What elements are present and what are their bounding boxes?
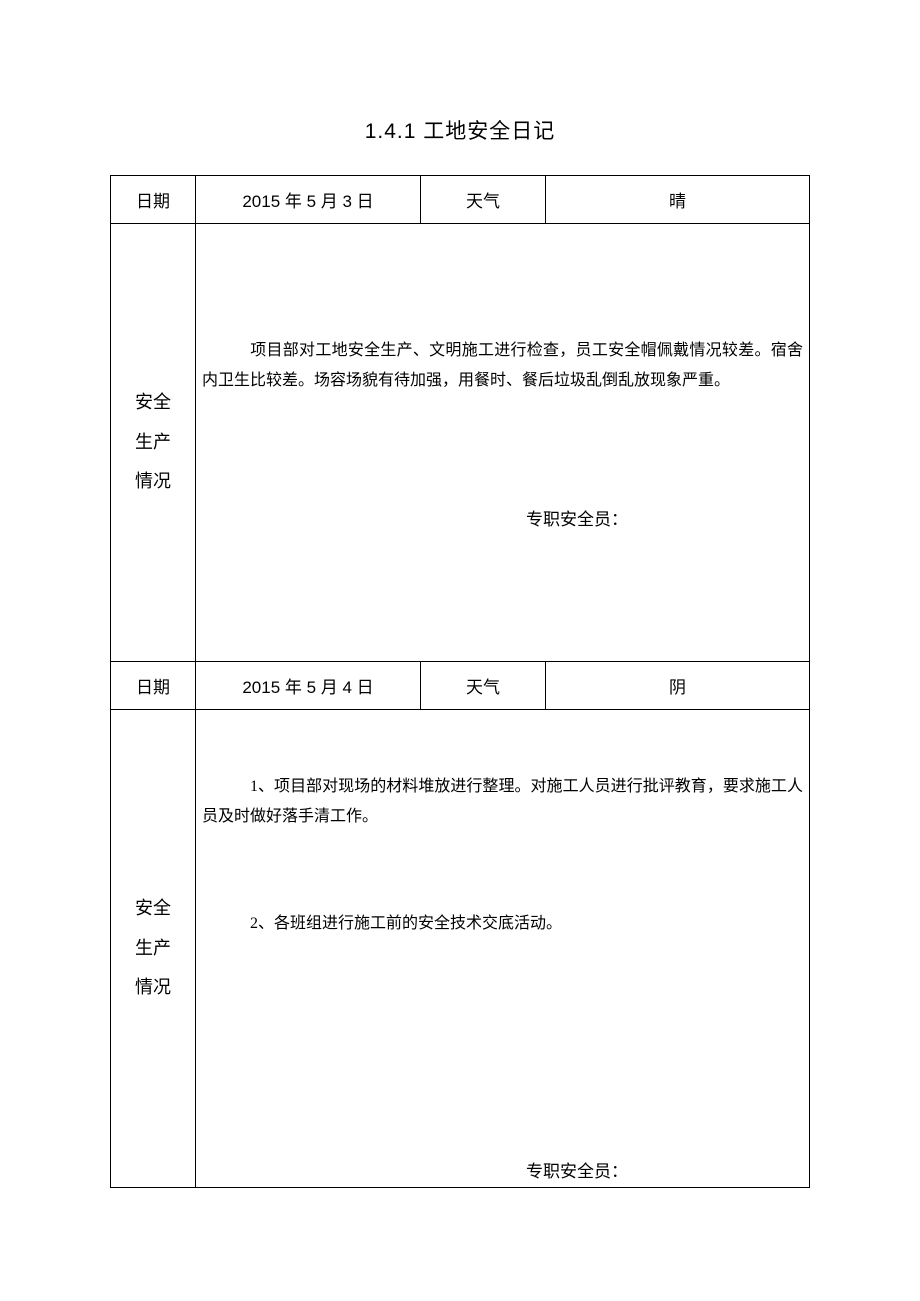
entry2-content-cell: 1、项目部对现场的材料堆放进行整理。对施工人员进行批评教育，要求施工人员及时做好…	[196, 710, 810, 1188]
entry2-signature: 专职安全员：	[196, 1157, 809, 1182]
weather-label: 天气	[421, 662, 546, 710]
date-label: 日期	[111, 176, 196, 224]
entry1-header-row: 日期 2015 年 5 月 3 日 天气 晴	[111, 176, 810, 224]
document-title: 1.4.1 工地安全日记	[110, 115, 810, 145]
entry2-header-row: 日期 2015 年 5 月 4 日 天气 阴	[111, 662, 810, 710]
side-label-char3: 情况	[111, 968, 195, 1008]
entry1-date-value: 2015 年 5 月 3 日	[196, 176, 421, 224]
entry2-content-inner: 1、项目部对现场的材料堆放进行整理。对施工人员进行批评教育，要求施工人员及时做好…	[196, 710, 809, 1187]
entry2-weather-value: 阴	[546, 662, 810, 710]
entry2-paragraph2: 2、各班组进行施工前的安全技术交底活动。	[196, 847, 809, 939]
entry1-paragraph1: 项目部对工地安全生产、文明施工进行检查，员工安全帽佩戴情况较差。宿舍内卫生比较差…	[196, 224, 809, 397]
side-label-char1: 安全	[111, 383, 195, 423]
entry2-paragraph1: 1、项目部对现场的材料堆放进行整理。对施工人员进行批评教育，要求施工人员及时做好…	[196, 710, 809, 833]
entry1-weather-value: 晴	[546, 176, 810, 224]
weather-label: 天气	[421, 176, 546, 224]
side-label-char3: 情况	[111, 462, 195, 502]
entry1-content-cell: 项目部对工地安全生产、文明施工进行检查，员工安全帽佩戴情况较差。宿舍内卫生比较差…	[196, 224, 810, 662]
side-label-char2: 生产	[111, 423, 195, 463]
side-label: 安全 生产 情况	[111, 224, 196, 662]
side-label-char1: 安全	[111, 889, 195, 929]
side-label-char2: 生产	[111, 929, 195, 969]
entry2-content-row: 安全 生产 情况 1、项目部对现场的材料堆放进行整理。对施工人员进行批评教育，要…	[111, 710, 810, 1188]
entry1-content-inner: 项目部对工地安全生产、文明施工进行检查，员工安全帽佩戴情况较差。宿舍内卫生比较差…	[196, 224, 809, 661]
entry1-content-row: 安全 生产 情况 项目部对工地安全生产、文明施工进行检查，员工安全帽佩戴情况较差…	[111, 224, 810, 662]
diary-table: 日期 2015 年 5 月 3 日 天气 晴 安全 生产 情况 项目部对工地安全…	[110, 175, 810, 1188]
entry2-date-value: 2015 年 5 月 4 日	[196, 662, 421, 710]
side-label: 安全 生产 情况	[111, 710, 196, 1188]
entry1-signature: 专职安全员：	[196, 505, 809, 530]
date-label: 日期	[111, 662, 196, 710]
